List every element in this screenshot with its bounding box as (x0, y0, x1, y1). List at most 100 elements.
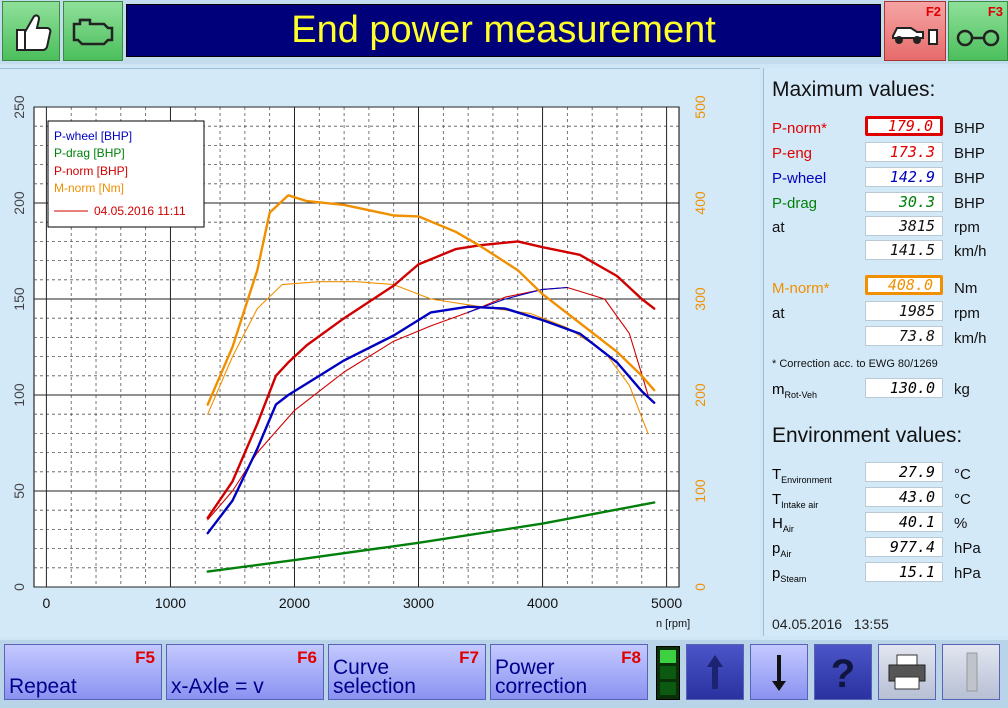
p-eng-unit: BHP (954, 145, 985, 162)
dyno-f2-button[interactable]: F2 (884, 1, 946, 61)
f6-key-label: F6 (297, 648, 317, 667)
car-dyno-icon (892, 27, 938, 45)
engine-icon (72, 18, 114, 46)
power-correction-button[interactable]: F8 Power correction (490, 644, 648, 700)
y-right-tick-label: 200 (692, 383, 708, 407)
curve-selection-button-label: Curve selection (333, 656, 416, 698)
steam-pressure-label: pSteam (772, 565, 807, 584)
air-pressure-value: 977.4 (865, 537, 943, 557)
curve-selection-button[interactable]: F7 Curve selection (328, 644, 486, 700)
max-torque-speed-unit: km/h (954, 330, 987, 347)
max-power-speed-value: 141.5 (865, 240, 943, 260)
chart-panel: 0 1000 2000 3000 4000 5000 0 50 100 150 200 250 0 100… (0, 68, 760, 637)
env-temp-label: TEnvironment (772, 466, 832, 485)
max-values-title: Maximum values: (772, 78, 936, 101)
p-norm-value: 179.0 (865, 116, 943, 136)
p-norm-label: P-norm* (772, 120, 828, 137)
legend-entry-p-drag: P-drag [BHP] (54, 146, 125, 160)
m-norm-label: M-norm* (772, 280, 830, 297)
steam-pressure-unit: hPa (954, 565, 981, 582)
p-norm-unit: BHP (954, 120, 985, 137)
chart-legend: P-wheel [BHP] P-drag [BHP] P-norm [BHP] … (47, 120, 205, 228)
help-button[interactable]: ? (814, 644, 872, 700)
intake-temp-unit: °C (954, 491, 971, 508)
x-tick-label: 2000 (279, 595, 310, 611)
rollers-f3-button[interactable]: F3 (948, 1, 1008, 61)
series-line-p-drag-bhp (206, 501, 656, 573)
power-curve-chart: 0 1000 2000 3000 4000 5000 0 50 100 150 200 250 0 100… (11, 95, 708, 630)
max-power-at-label: at (772, 219, 785, 236)
x-axis-label: n [rpm] (656, 618, 690, 630)
air-pressure-label: pAir (772, 540, 792, 559)
humidity-label: HAir (772, 515, 794, 534)
printer-icon (888, 654, 926, 690)
p-drag-value: 30.3 (865, 192, 943, 212)
humidity-value: 40.1 (865, 512, 943, 532)
y-right-tick-label: 500 (692, 95, 708, 119)
mass-value: 130.0 (865, 378, 943, 398)
power-correction-button-label: Power correction (495, 656, 588, 698)
correction-note: * Correction acc. to EWG 80/1269 (772, 358, 938, 370)
results-panel: Maximum values: P-norm* 179.0 BHP P-eng … (763, 68, 1008, 636)
y-left-tick-label: 100 (11, 383, 27, 407)
p-drag-label: P-drag (772, 195, 818, 212)
steam-pressure-value: 15.1 (865, 562, 943, 582)
repeat-button-label: Repeat (9, 675, 77, 698)
scroll-down-button[interactable] (750, 644, 808, 700)
max-power-rpm-unit: rpm (954, 219, 980, 236)
f5-key-label: F5 (135, 648, 155, 667)
f2-key-label: F2 (925, 4, 941, 19)
mass-label: mRot-Veh (772, 381, 818, 400)
arrow-up-icon (707, 655, 723, 689)
confirm-button[interactable] (2, 1, 60, 61)
repeat-button[interactable]: F5 Repeat (4, 644, 162, 700)
max-torque-rpm-unit: rpm (954, 305, 980, 322)
y-left-tick-label: 250 (11, 95, 27, 119)
timestamp-date: 04.05.2016 (772, 616, 843, 632)
y-left-tick-label: 200 (11, 191, 27, 215)
mass-unit: kg (954, 381, 970, 398)
env-temp-value: 27.9 (865, 462, 943, 482)
intake-temp-value: 43.0 (865, 487, 943, 507)
series-line-p-wheel-bhp (206, 305, 656, 535)
series-line-p-norm-04-05-2016-11-11 (207, 286, 649, 521)
scroll-up-button[interactable] (686, 644, 744, 700)
status-light (656, 646, 680, 700)
y-right-tick-label: 100 (692, 479, 708, 503)
environment-title: Environment values: (772, 424, 963, 447)
disabled-button-icon (966, 652, 978, 692)
max-torque-rpm-value: 1985 (865, 301, 943, 321)
x-tick-label: 4000 (527, 595, 558, 611)
x-axle-button[interactable]: F6 x-Axle = v (166, 644, 324, 700)
disabled-button[interactable] (942, 644, 1000, 700)
f3-key-label: F3 (987, 4, 1003, 19)
f7-key-label: F7 (459, 648, 479, 667)
p-drag-unit: BHP (954, 195, 985, 212)
legend-entry-p-wheel: P-wheel [BHP] (54, 129, 132, 143)
print-button[interactable] (878, 644, 936, 700)
x-tick-label: 1000 (155, 595, 186, 611)
p-eng-value: 173.3 (865, 142, 943, 162)
page-title: End power measurement (126, 4, 881, 57)
humidity-unit: % (954, 515, 968, 532)
thumbs-up-icon (16, 14, 52, 51)
y-left-tick-label: 150 (11, 287, 27, 311)
svg-text:?: ? (831, 652, 855, 696)
m-norm-unit: Nm (954, 280, 978, 297)
series-line-m-norm-nm (206, 194, 656, 406)
x-tick-label: 0 (43, 595, 51, 611)
p-wheel-unit: BHP (954, 170, 985, 187)
footer-toolbar: F5 Repeat F6 x-Axle = v F7 Curve selecti… (0, 640, 1008, 708)
header-bar: End power measurement F2 F3 (0, 0, 1008, 64)
f8-key-label: F8 (621, 648, 641, 667)
max-torque-at-label: at (772, 305, 785, 322)
max-torque-speed-value: 73.8 (865, 326, 943, 346)
engine-button[interactable] (63, 1, 123, 61)
y-right-tick-label: 300 (692, 287, 708, 311)
series-line-p-wheel-04-05-2016-11-11 (467, 286, 568, 313)
intake-temp-label: TIntake air (772, 491, 819, 510)
x-tick-label: 3000 (403, 595, 434, 611)
max-power-rpm-value: 3815 (865, 216, 943, 236)
y-right-tick-label: 400 (692, 191, 708, 215)
legend-entry-m-norm: M-norm [Nm] (54, 181, 124, 195)
